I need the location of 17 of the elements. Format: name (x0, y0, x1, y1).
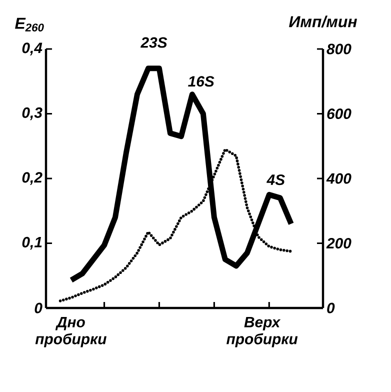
y-tick-label: 0 (34, 302, 42, 314)
y2-tick-label: 0 (327, 302, 335, 314)
y2-tick-label: 400 (326, 173, 352, 184)
text: 23S (140, 37, 168, 48)
y-axis-title: E$_{260}$ (15, 18, 44, 32)
y2-tick-label: 800 (326, 44, 352, 54)
y-tick-label: 0,3 (22, 107, 42, 120)
y2-tick-label: 600 (327, 108, 352, 120)
y-tick-label: 0,1 (22, 236, 42, 250)
y2-axis-title: Имп/мин (288, 16, 357, 28)
y-tick-label: 0,2 (22, 172, 42, 185)
text: Дно пробирки (35, 316, 106, 348)
text: Верх пробирки (226, 316, 298, 348)
annotation: 16S (188, 76, 214, 87)
y2-tick-label: 200 (326, 238, 352, 249)
annotation: 4S (266, 174, 285, 186)
y-tick-label: 0,4 (22, 42, 42, 56)
